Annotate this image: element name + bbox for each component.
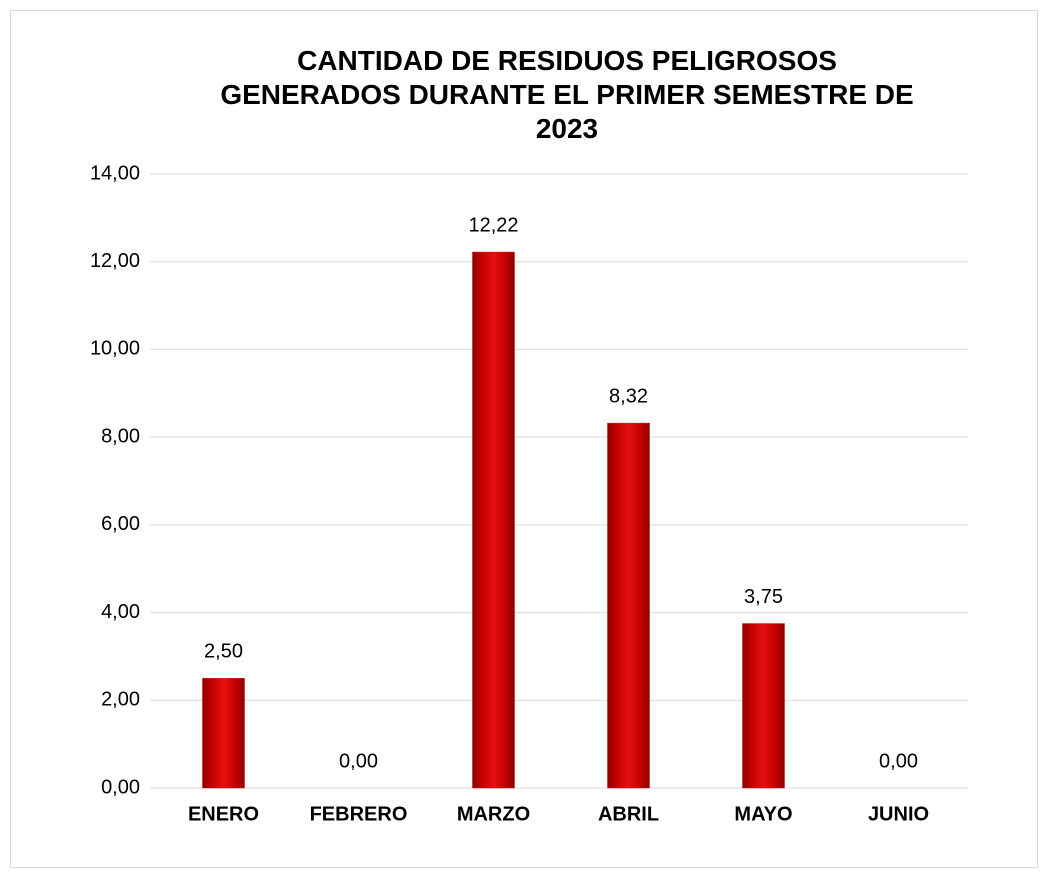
bar xyxy=(202,678,245,789)
y-tick-label: 6,00 xyxy=(101,513,140,535)
y-tick-label: 8,00 xyxy=(101,425,140,447)
y-tick-label: 12,00 xyxy=(90,250,140,272)
data-label: 12,22 xyxy=(468,214,518,236)
x-tick-label: JUNIO xyxy=(868,803,929,825)
data-label: 0,00 xyxy=(879,750,918,772)
data-label: 8,32 xyxy=(609,385,648,407)
y-tick-label: 10,00 xyxy=(90,338,140,360)
y-tick-label: 2,00 xyxy=(101,689,140,711)
bar xyxy=(742,623,785,789)
data-label: 3,75 xyxy=(744,586,783,608)
y-tick-label: 14,00 xyxy=(90,162,140,184)
x-tick-label: MARZO xyxy=(457,803,530,825)
bar xyxy=(607,422,650,789)
x-tick-label: MAYO xyxy=(734,803,792,825)
x-tick-label: ENERO xyxy=(188,803,259,825)
x-tick-label: FEBRERO xyxy=(310,803,408,825)
data-label: 0,00 xyxy=(339,750,378,772)
data-label: 2,50 xyxy=(204,641,243,663)
bar xyxy=(472,251,515,789)
chart-border xyxy=(10,10,1038,868)
chart-title: CANTIDAD DE RESIDUOS PELIGROSOS GENERADO… xyxy=(220,45,914,144)
y-tick-label: 4,00 xyxy=(101,601,140,623)
x-tick-label: ABRIL xyxy=(598,803,659,825)
y-tick-label: 0,00 xyxy=(101,776,140,798)
